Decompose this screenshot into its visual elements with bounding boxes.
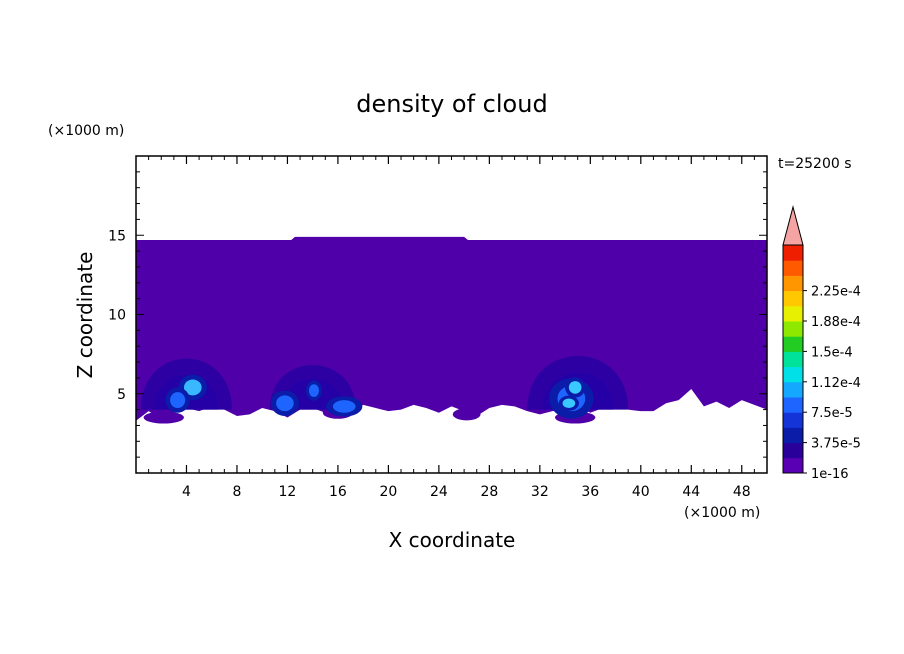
colorbar-segment bbox=[783, 442, 803, 459]
x-tick-label: 48 bbox=[733, 484, 751, 500]
colorbar-label: 7.5e-5 bbox=[811, 406, 853, 421]
density-spot bbox=[276, 395, 294, 412]
colorbar-segment bbox=[783, 427, 803, 444]
cloud-patch bbox=[143, 411, 184, 424]
colorbar-segment bbox=[783, 290, 803, 307]
colorbar-segment bbox=[783, 351, 803, 368]
colorbar-label: 2.25e-4 bbox=[811, 285, 861, 300]
colorbar-segment bbox=[783, 366, 803, 383]
colorbar-label: 1.88e-4 bbox=[811, 315, 861, 330]
colorbar-segment bbox=[783, 381, 803, 398]
x-tick-label: 32 bbox=[531, 484, 549, 500]
colorbar-label: 1.12e-4 bbox=[811, 376, 861, 391]
x-tick-label: 8 bbox=[232, 484, 241, 500]
y-tick-label: 10 bbox=[108, 308, 126, 324]
x-tick-label: 20 bbox=[379, 484, 397, 500]
density-spot bbox=[562, 398, 576, 409]
colorbar-label: 1.5e-4 bbox=[811, 345, 853, 360]
plot-area bbox=[136, 236, 767, 424]
x-tick-label: 16 bbox=[329, 484, 347, 500]
colorbar-frame bbox=[782, 244, 804, 474]
colorbar: 1e-16 3.75e-5 7.5e-5 1.12e-4 1.5e-4 1.88e-4 2.… bbox=[782, 205, 861, 482]
density-spot bbox=[308, 384, 319, 397]
y-unit-label: (×1000 m) bbox=[48, 123, 124, 139]
x-tick-label: 24 bbox=[430, 484, 448, 500]
y-axis-label: Z coordinate bbox=[73, 252, 97, 379]
x-tick-label: 12 bbox=[279, 484, 297, 500]
colorbar-label: 3.75e-5 bbox=[811, 437, 861, 452]
colorbar-segment bbox=[783, 245, 803, 261]
colorbar-segment bbox=[783, 275, 803, 292]
chart-title: density of cloud bbox=[356, 90, 547, 118]
cloud-layer bbox=[136, 236, 767, 421]
colorbar-segment bbox=[783, 305, 803, 322]
density-spot bbox=[183, 379, 202, 396]
x-tick-label: 40 bbox=[632, 484, 650, 500]
density-spot bbox=[170, 392, 186, 409]
x-tick-label: 28 bbox=[480, 484, 498, 500]
cloud-patch bbox=[452, 408, 481, 421]
time-label: t=25200 s bbox=[778, 156, 852, 172]
y-tick-label: 15 bbox=[108, 228, 126, 244]
colorbar-segment bbox=[783, 397, 803, 413]
density-spot bbox=[568, 381, 582, 394]
x-tick-label: 44 bbox=[682, 484, 700, 500]
x-tick-label: 4 bbox=[182, 484, 191, 500]
x-tick-label: 36 bbox=[581, 484, 599, 500]
density-spot bbox=[332, 400, 356, 413]
y-tick-label: 5 bbox=[117, 387, 126, 403]
x-axis-label: X coordinate bbox=[389, 528, 516, 552]
colorbar-over-triangle bbox=[782, 205, 804, 246]
colorbar-segment bbox=[783, 336, 803, 352]
colorbar-segment bbox=[783, 260, 803, 276]
colorbar-segment bbox=[783, 412, 803, 428]
colorbar-label: 1e-16 bbox=[811, 467, 849, 482]
colorbar-segment bbox=[783, 321, 803, 337]
colorbar-segment bbox=[783, 457, 803, 474]
x-unit-label: (×1000 m) bbox=[684, 505, 760, 521]
